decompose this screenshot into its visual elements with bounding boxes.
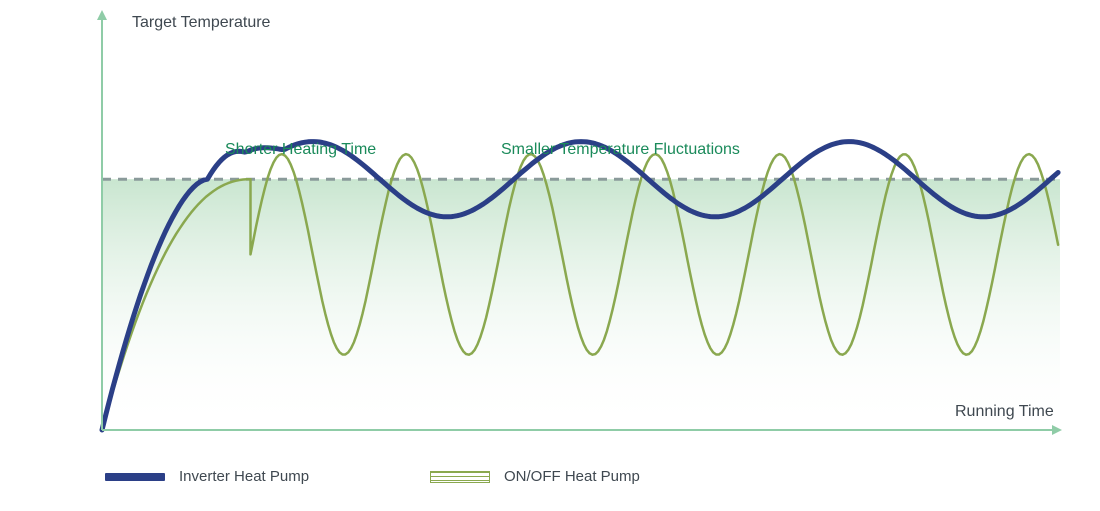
x-axis-label: Running Time [955,403,1054,421]
annotation-smaller-fluctuation: Smaller Temperature Fluctuations [501,141,740,159]
legend-swatch-onoff [430,471,490,483]
y-axis-label: Target Temperature [132,14,270,32]
annotation-shorter-heating: Shorter Heating Time [225,141,376,159]
legend-inverter: Inverter Heat Pump [105,468,309,485]
legend-label-onoff: ON/OFF Heat Pump [504,468,640,485]
chart-canvas [0,0,1100,511]
legend-swatch-inverter [105,473,165,481]
legend-label-inverter: Inverter Heat Pump [179,468,309,485]
heat-pump-comparison-chart: Target Temperature Running Time Shorter … [0,0,1100,511]
legend-onoff: ON/OFF Heat Pump [430,468,640,485]
